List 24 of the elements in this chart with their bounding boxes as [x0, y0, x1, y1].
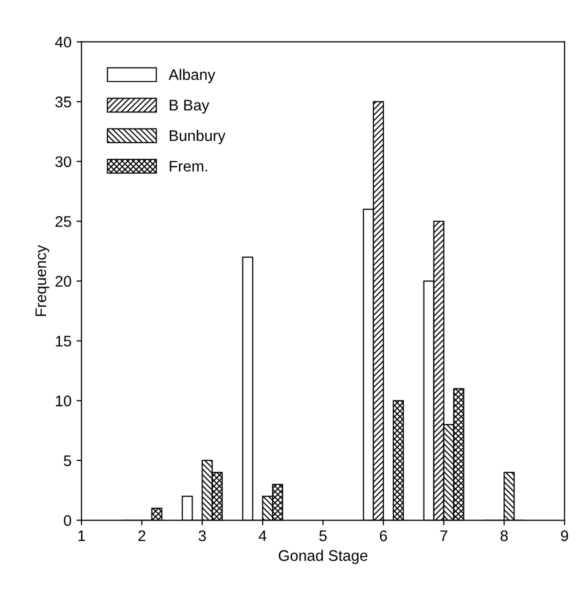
legend-label: Albany	[168, 68, 216, 84]
y-axis-title: Frequency	[36, 244, 50, 316]
y-tick-label: 0	[64, 515, 72, 526]
x-axis-title: Gonad Stage	[278, 550, 368, 564]
x-tick-label: 7	[440, 530, 448, 542]
y-tick-label: 10	[56, 396, 72, 406]
x-tick-label: 9	[561, 530, 568, 542]
y-tick-label: 20	[56, 276, 72, 287]
x-tick-label: 4	[258, 530, 266, 542]
y-tick-label: 15	[56, 336, 72, 347]
y-tick-label: 25	[56, 216, 72, 227]
x-tick-label: 5	[319, 530, 327, 542]
y-tick-label: 30	[55, 156, 72, 168]
legend-label: B Bay	[170, 100, 210, 114]
y-tick-label: 35	[55, 96, 72, 108]
legend-label: Frem.	[170, 160, 208, 172]
y-tick-label: 5	[64, 455, 72, 466]
y-tick-label: 40	[55, 36, 72, 48]
legend-label: Bunbury	[170, 130, 226, 144]
x-tick-label: 2	[138, 530, 146, 542]
x-tick-label: 6	[380, 530, 387, 542]
x-tick-label: 8	[500, 530, 508, 542]
x-tick-label: 3	[198, 530, 206, 542]
x-tick-label: 1	[78, 530, 85, 542]
